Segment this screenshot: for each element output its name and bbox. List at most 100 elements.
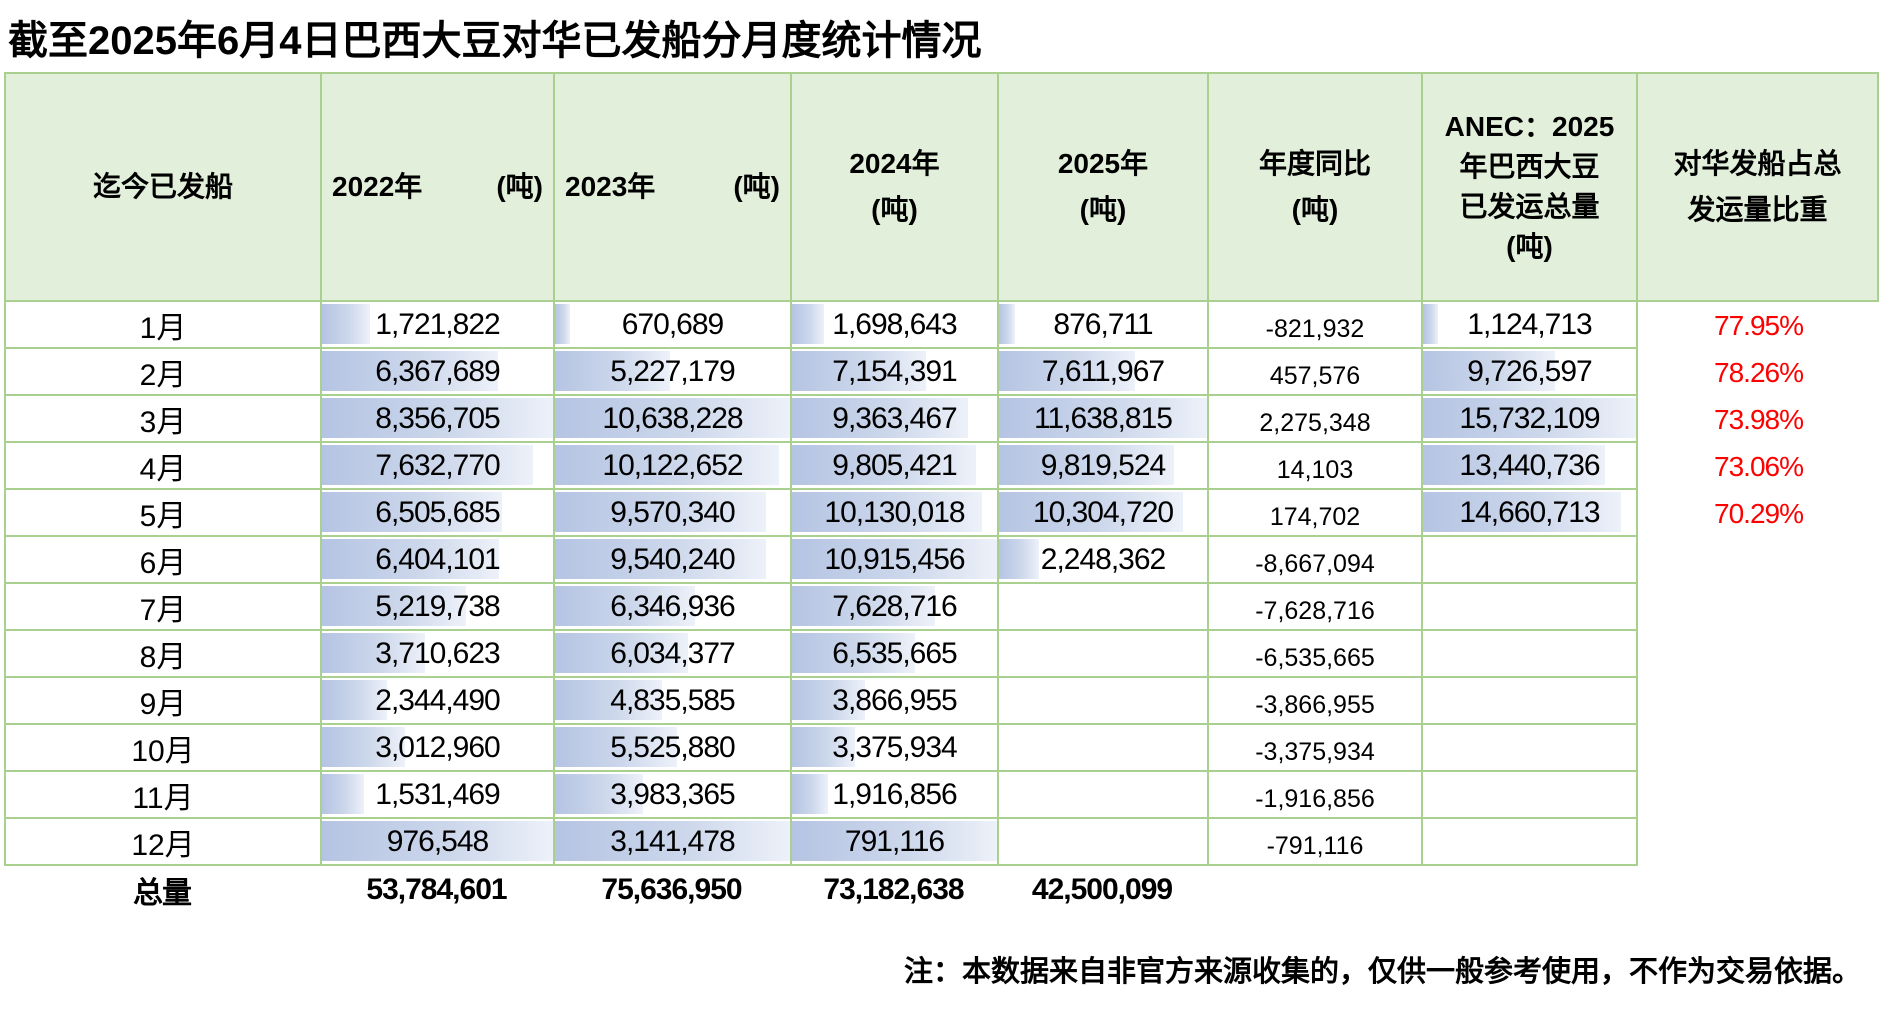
cell-yoy: 174,702: [1209, 490, 1423, 537]
data-bar: [999, 351, 1136, 391]
cell-2024: 3,375,934: [792, 725, 999, 772]
cell-2023: 3,141,478: [555, 819, 792, 866]
share-value: [1638, 819, 1879, 866]
share-value: 78.26%: [1714, 356, 1804, 388]
data-bar: [999, 539, 1040, 579]
cell-2022: 5,219,738: [322, 584, 555, 631]
cell-2022: 6,505,685: [322, 490, 555, 537]
data-bar: [1423, 351, 1555, 391]
cell-2022: 3,710,623: [322, 631, 555, 678]
cell-2022: 2,344,490: [322, 678, 555, 725]
cell-yoy: -8,667,094: [1209, 537, 1423, 584]
cell-2022: 6,367,689: [322, 349, 555, 396]
data-bar: [555, 398, 790, 438]
data-bar: [555, 633, 689, 673]
cell-2025: 2,248,362: [999, 537, 1209, 584]
cell-2024: 7,154,391: [792, 349, 999, 396]
cell-2025: [999, 584, 1209, 631]
data-bar: [322, 492, 502, 532]
col-header-month: 迄今已发船: [6, 74, 322, 302]
data-bar: [1423, 492, 1622, 532]
cell-yoy: -7,628,716: [1209, 584, 1423, 631]
cell-2025: [999, 819, 1209, 866]
total-anec-empty: [1421, 866, 1636, 914]
cell-2022: 976,548: [322, 819, 555, 866]
cell-anec: [1423, 678, 1638, 725]
col-header-2025: 2025年 (吨): [999, 74, 1209, 302]
col-header-anec: ANEC：2025 年巴西大豆 已发运总量 (吨): [1423, 74, 1638, 302]
cell-2022: 6,404,101: [322, 537, 555, 584]
col-header-2022-unit: (吨): [496, 171, 543, 202]
footnote: 注：本数据来自非官方来源收集的，仅供一般参考使用，不作为交易依据。: [903, 956, 1861, 988]
share-value: 73.06%: [1714, 450, 1804, 482]
share-value: [1638, 631, 1879, 678]
cell-2022: 3,012,960: [322, 725, 555, 772]
share-value: 70.29%: [1714, 497, 1804, 529]
cell-2025: [999, 772, 1209, 819]
data-bar: [792, 351, 927, 391]
data-bar: [792, 304, 824, 344]
total-2025: 42,500,099: [1031, 873, 1173, 906]
share-value: [1638, 584, 1879, 631]
cell-2024: 1,916,856: [792, 772, 999, 819]
cell-anec: 1,124,713: [1423, 302, 1638, 349]
cell-yoy: -6,535,665: [1209, 631, 1423, 678]
share-value: 77.95%: [1714, 309, 1804, 341]
data-bar: [1423, 445, 1605, 485]
cell-anec: [1423, 725, 1638, 772]
col-header-2024: 2024年 (吨): [792, 74, 999, 302]
data-bar: [792, 445, 977, 485]
cell-anec: [1423, 584, 1638, 631]
cell-2022: 7,632,770: [322, 443, 555, 490]
cell-2025: [999, 678, 1209, 725]
cell-month: 9月: [6, 678, 322, 725]
cell-2023: 6,346,936: [555, 584, 792, 631]
col-header-2022-label: 2022年: [332, 171, 423, 202]
data-bar: [322, 633, 425, 673]
share-column: 77.95% 78.26% 73.98% 73.06% 70.29%: [1638, 302, 1879, 866]
data-bar: [322, 539, 500, 579]
data-bar: [999, 398, 1207, 438]
cell-yoy: 14,103: [1209, 443, 1423, 490]
col-header-2022: 2022年 (吨): [322, 74, 555, 302]
total-share-empty: [1636, 866, 1877, 914]
cell-2025: 10,304,720: [999, 490, 1209, 537]
total-yoy-empty: [1207, 866, 1421, 914]
data-bar: [322, 445, 533, 485]
cell-month: 12月: [6, 819, 322, 866]
total-2022: 53,784,601: [366, 873, 507, 906]
cell-month: 2月: [6, 349, 322, 396]
cell-2023: 5,525,880: [555, 725, 792, 772]
share-value: 73.98%: [1714, 403, 1804, 435]
data-bar: [322, 398, 553, 438]
cell-2025: 7,611,967: [999, 349, 1209, 396]
cell-2024: 10,130,018: [792, 490, 999, 537]
data-bar: [322, 680, 387, 720]
cell-2022: 1,531,469: [322, 772, 555, 819]
share-value: [1638, 537, 1879, 584]
cell-month: 8月: [6, 631, 322, 678]
data-bar: [555, 351, 671, 391]
cell-month: 3月: [6, 396, 322, 443]
data-bar: [999, 492, 1184, 532]
data-bar: [792, 398, 968, 438]
data-bar: [555, 304, 570, 344]
cell-2023: 3,983,365: [555, 772, 792, 819]
cell-2025: 11,638,815: [999, 396, 1209, 443]
cell-month: 1月: [6, 302, 322, 349]
cell-2023: 9,570,340: [555, 490, 792, 537]
data-bar: [999, 304, 1015, 344]
cell-month: 7月: [6, 584, 322, 631]
total-2023: 75,636,950: [601, 873, 742, 906]
data-bar: [322, 727, 406, 767]
cell-2025: 876,711: [999, 302, 1209, 349]
col-header-2023-unit: (吨): [733, 171, 780, 202]
data-bar: [792, 633, 915, 673]
cell-anec: 15,732,109: [1423, 396, 1638, 443]
cell-2022: 1,721,822: [322, 302, 555, 349]
data-bar: [555, 774, 643, 814]
data-bar: [1423, 398, 1636, 438]
data-bar: [792, 727, 856, 767]
shipment-table: 迄今已发船 2022年 (吨) 2023年 (吨) 2024年 (吨) 2025年 …: [4, 72, 1879, 866]
data-bar: [792, 680, 865, 720]
